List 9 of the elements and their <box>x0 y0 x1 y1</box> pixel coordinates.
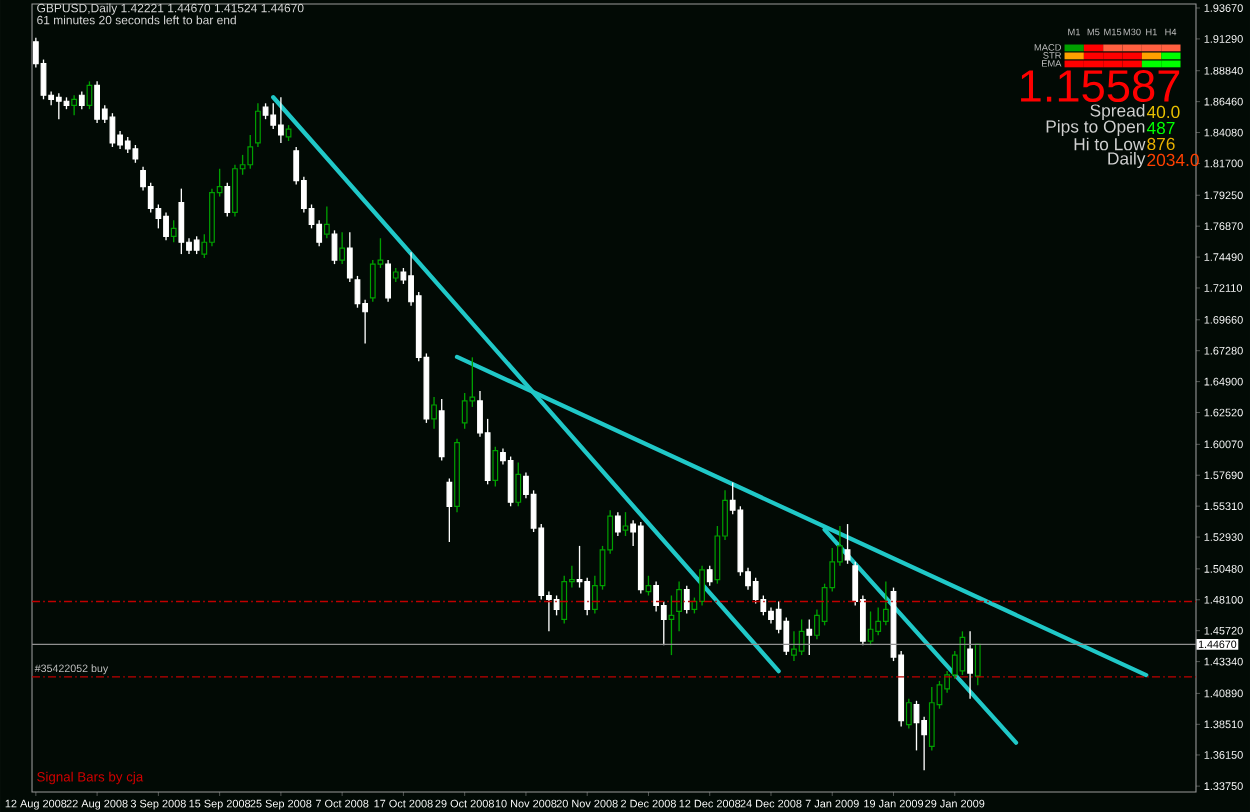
annotation: Hi to Low <box>1074 137 1146 151</box>
annotation: Daily <box>1108 151 1146 169</box>
annotation: 1.15587 <box>1021 69 1180 103</box>
annotation: 40.0 <box>1146 105 1180 119</box>
annotation: 487 <box>1146 121 1175 135</box>
annotation: Pips to Open <box>1046 119 1145 137</box>
annotation: 876 <box>1147 137 1175 151</box>
annotation: Spread <box>1090 103 1145 121</box>
annotation: 2034.0 <box>1147 153 1199 167</box>
